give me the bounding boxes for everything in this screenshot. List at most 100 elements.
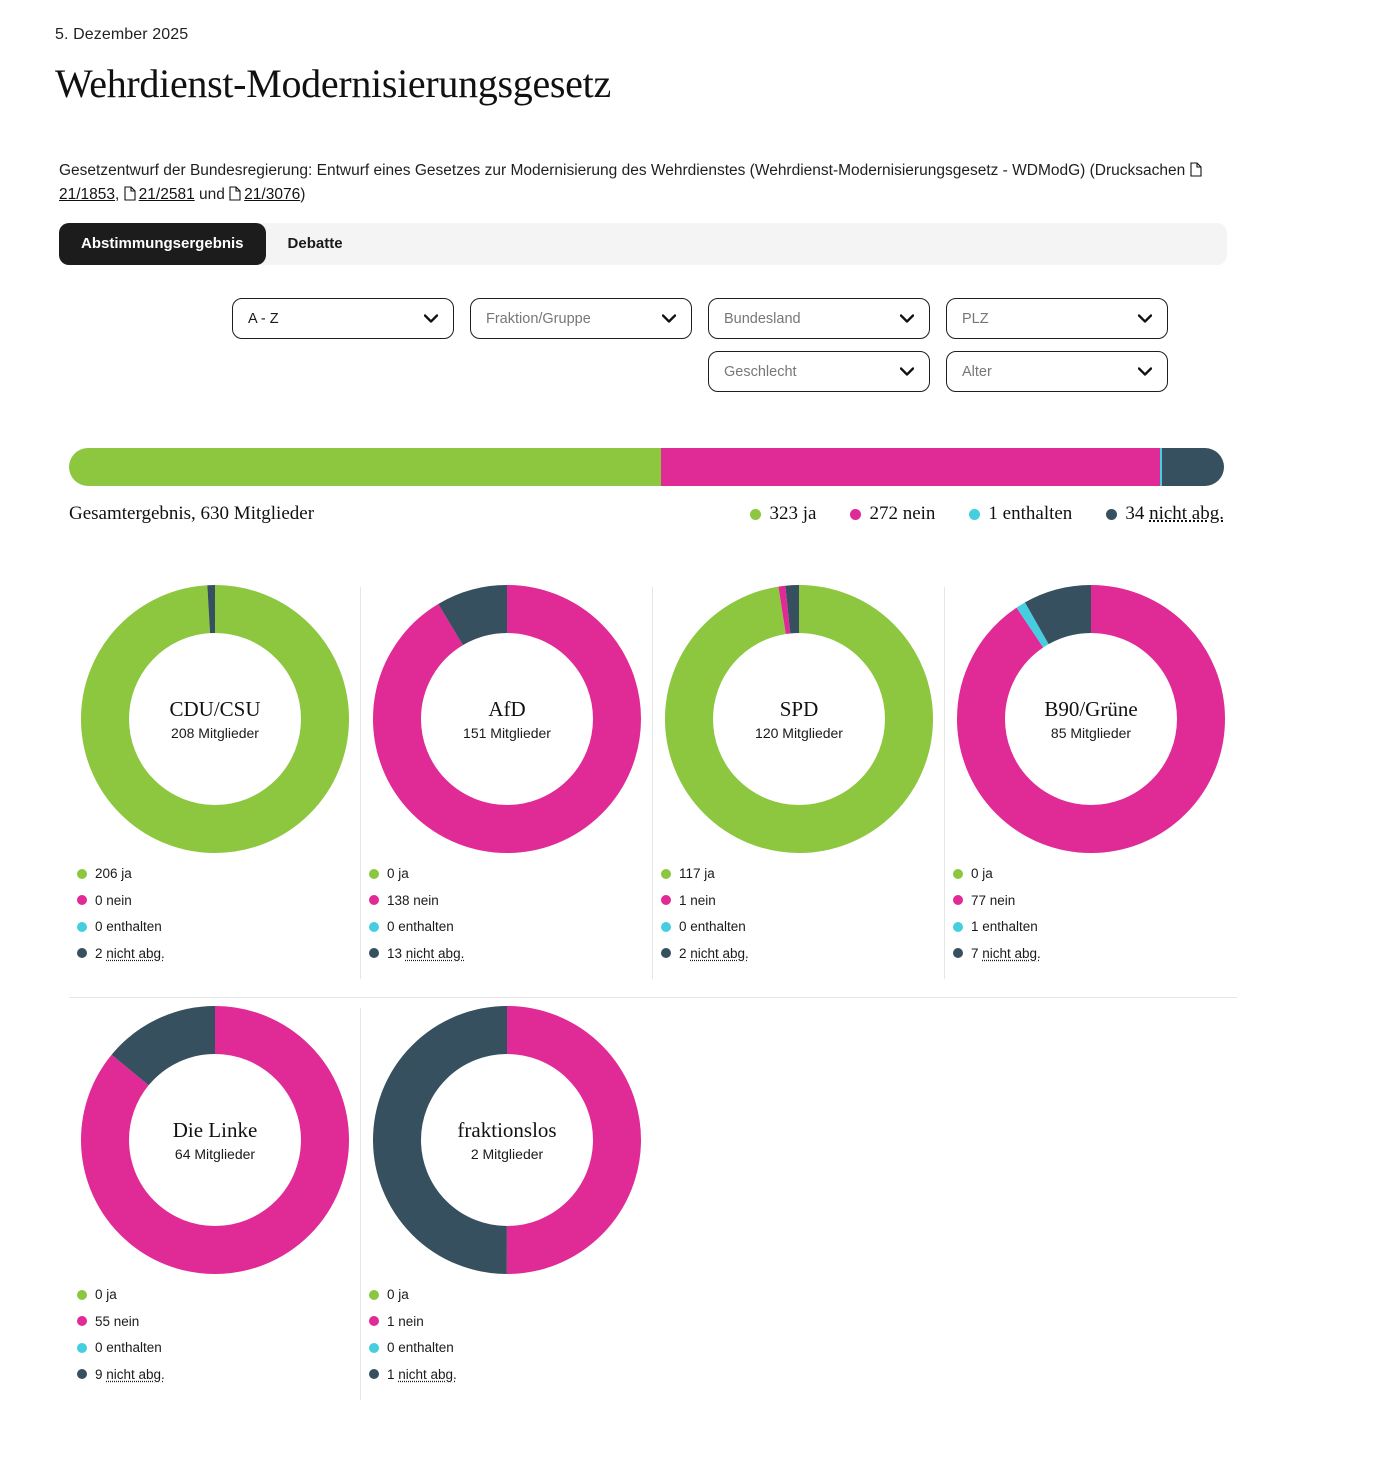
legend-label: 1 nein: [387, 1315, 424, 1329]
legend-dot-icon: [661, 869, 671, 879]
document-link-21-3076[interactable]: 21/3076: [244, 186, 300, 203]
fraction-legend: 0 ja 138 nein 0 enthalten 13 nicht abg.: [369, 867, 653, 960]
legend-dot-icon: [77, 922, 87, 932]
donut-wrapper: B90/Grüne 85 Mitglieder: [957, 585, 1225, 853]
legend-dot-icon: [953, 869, 963, 879]
fraction-card-spd: SPD 120 Mitglieder 117 ja 1 nein 0 enthalten…: [653, 577, 945, 997]
legend-label: 7 nicht abg.: [971, 947, 1041, 961]
cell-legend-enthalten: 0 enthalten: [369, 920, 653, 934]
cell-legend-enthalten: 0 enthalten: [77, 920, 361, 934]
overall-result: Gesamtergebnis, 630 Mitglieder 323 ja 272…: [69, 448, 1224, 525]
cell-legend-nicht-abg: 1 nicht abg.: [369, 1368, 653, 1382]
bill-description: Gesetzentwurf der Bundesregierung: Entwu…: [59, 159, 1234, 207]
tab-abstimmungsergebnis[interactable]: Abstimmungsergebnis: [59, 223, 266, 265]
cell-legend-nicht-abg: 2 nicht abg.: [77, 947, 361, 961]
legend-label: 0 enthalten: [95, 1341, 162, 1355]
legend-dot-icon: [77, 869, 87, 879]
donut-center-label: Die Linke 64 Mitglieder: [125, 1118, 305, 1162]
fraction-member-count: 208 Mitglieder: [125, 725, 305, 741]
chevron-down-icon: [1138, 365, 1152, 378]
overall-result-label: Gesamtergebnis, 630 Mitglieder: [69, 503, 314, 525]
legend-dot-icon: [77, 948, 87, 958]
legend-label: 0 enthalten: [387, 920, 454, 934]
legend-dot-icon: [750, 509, 761, 520]
filter-sort-az[interactable]: A - Z: [232, 298, 454, 339]
donut-center-label: fraktionslos 2 Mitglieder: [417, 1118, 597, 1162]
legend-label: 206 ja: [95, 867, 132, 881]
cell-legend-ja: 0 ja: [77, 1288, 361, 1302]
chevron-down-icon: [424, 312, 438, 325]
fraction-legend: 0 ja 55 nein 0 enthalten 9 nicht abg.: [77, 1288, 361, 1381]
fraction-name: AfD: [417, 697, 597, 721]
filter-geschlecht[interactable]: Geschlecht: [708, 351, 930, 392]
donut-wrapper: SPD 120 Mitglieder: [665, 585, 933, 853]
fraction-legend: 0 ja 77 nein 1 enthalten 7 nicht abg.: [953, 867, 1237, 960]
fraction-member-count: 151 Mitglieder: [417, 725, 597, 741]
legend-label: 0 ja: [971, 867, 993, 881]
publish-date: 5. Dezember 2025: [55, 26, 1323, 44]
legend-dot-icon: [850, 509, 861, 520]
filter-sort-az-label: A - Z: [248, 311, 279, 327]
cell-legend-enthalten: 0 enthalten: [661, 920, 945, 934]
legend-label: 1 enthalten: [971, 920, 1038, 934]
legend-label: 55 nein: [95, 1315, 139, 1329]
bill-description-text: Gesetzentwurf der Bundesregierung: Entwu…: [59, 162, 1185, 179]
legend-dot-icon: [77, 1290, 87, 1300]
legend-dot-icon: [77, 1369, 87, 1379]
filter-row-1: A - Z Fraktion/Gruppe Bundesland: [232, 298, 1168, 339]
legend-dot-icon: [953, 895, 963, 905]
document-icon: [1190, 162, 1202, 177]
legend-enthalten: 1 enthalten: [969, 503, 1072, 525]
cell-legend-enthalten: 1 enthalten: [953, 920, 1237, 934]
fraction-card-fraktionslos: fraktionslos 2 Mitglieder 0 ja 1 nein 0 enth…: [361, 998, 653, 1418]
filter-alter-label: Alter: [962, 364, 992, 380]
legend-nicht-abg: 34 nicht abg.: [1106, 503, 1224, 525]
vote-result-page: 5. Dezember 2025 Wehrdienst-Modernisieru…: [0, 26, 1378, 1458]
cell-legend-nein: 55 nein: [77, 1315, 361, 1329]
filter-fraktion-gruppe[interactable]: Fraktion/Gruppe: [470, 298, 692, 339]
legend-dot-icon: [369, 1290, 379, 1300]
legend-label: 34 nicht abg.: [1125, 503, 1224, 525]
bar-segment-nein: [661, 448, 1160, 486]
legend-label: 2 nicht abg.: [95, 947, 165, 961]
filter-bundesland[interactable]: Bundesland: [708, 298, 930, 339]
bar-segment-nicht-abg: [1162, 448, 1224, 486]
legend-dot-icon: [661, 922, 671, 932]
donut-wrapper: CDU/CSU 208 Mitglieder: [81, 585, 349, 853]
fraction-member-count: 85 Mitglieder: [1001, 725, 1181, 741]
document-link-21-2581[interactable]: 21/2581: [139, 186, 195, 203]
chevron-down-icon: [900, 312, 914, 325]
legend-dot-icon: [369, 948, 379, 958]
filter-plz[interactable]: PLZ: [946, 298, 1168, 339]
fraction-name: CDU/CSU: [125, 697, 305, 721]
legend-label: 1 enthalten: [988, 503, 1072, 525]
legend-dot-icon: [369, 895, 379, 905]
donut-wrapper: Die Linke 64 Mitglieder: [81, 1006, 349, 1274]
legend-label: 0 ja: [387, 867, 409, 881]
donut-center-label: SPD 120 Mitglieder: [709, 697, 889, 741]
document-link-21-1853[interactable]: 21/1853: [59, 186, 115, 203]
cell-legend-ja: 0 ja: [953, 867, 1237, 881]
legend-label: 1 nein: [679, 894, 716, 908]
legend-dot-icon: [953, 948, 963, 958]
donut-wrapper: AfD 151 Mitglieder: [373, 585, 641, 853]
legend-label: 0 ja: [95, 1288, 117, 1302]
cell-legend-ja: 0 ja: [369, 1288, 653, 1302]
legend-label: 138 nein: [387, 894, 439, 908]
cell-legend-nicht-abg: 9 nicht abg.: [77, 1368, 361, 1382]
filter-fraktion-gruppe-label: Fraktion/Gruppe: [486, 311, 591, 327]
legend-dot-icon: [661, 895, 671, 905]
legend-label: 0 enthalten: [679, 920, 746, 934]
tab-debatte[interactable]: Debatte: [266, 223, 365, 265]
cell-legend-enthalten: 0 enthalten: [369, 1341, 653, 1355]
legend-dot-icon: [77, 1343, 87, 1353]
legend-label: 1 nicht abg.: [387, 1368, 457, 1382]
fraction-name: B90/Grüne: [1001, 697, 1181, 721]
legend-label: 0 nein: [95, 894, 132, 908]
cell-legend-nein: 77 nein: [953, 894, 1237, 908]
fraction-name: fraktionslos: [417, 1118, 597, 1142]
chevron-down-icon: [1138, 312, 1152, 325]
donut-wrapper: fraktionslos 2 Mitglieder: [373, 1006, 641, 1274]
chevron-down-icon: [900, 365, 914, 378]
filter-alter[interactable]: Alter: [946, 351, 1168, 392]
